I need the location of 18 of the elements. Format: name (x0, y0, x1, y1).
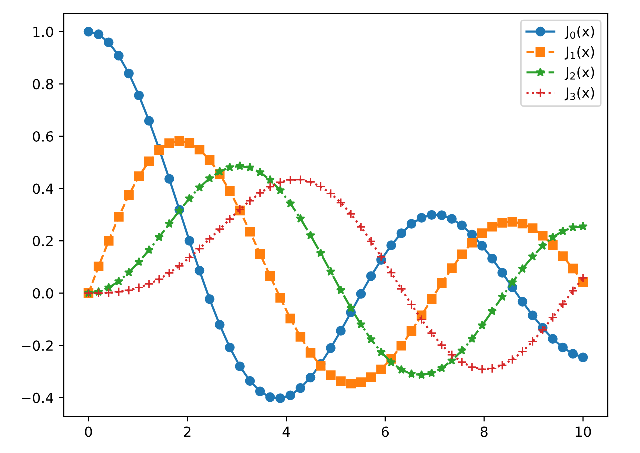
legend-label: J$_{1}$(x) (564, 46, 594, 60)
x-tick-label: 6 (382, 426, 389, 438)
y-tick-label: 0.4 (33, 184, 54, 194)
x-tick-label: 0 (85, 426, 92, 438)
y-tick-label: 0.6 (33, 131, 54, 142)
x-tick-label: 10 (576, 426, 592, 438)
y-tick-label: −0.4 (22, 392, 54, 404)
legend-label: J$_{0}$(x) (564, 26, 594, 40)
y-tick-label: 0.2 (33, 236, 53, 247)
y-tick-label: 0.0 (33, 288, 54, 299)
legend-label: J$_{2}$(x) (564, 66, 594, 80)
legend-label: J$_{3}$(x) (564, 87, 594, 101)
x-tick-label: 4 (282, 426, 290, 438)
y-tick-label: −0.2 (22, 340, 53, 352)
x-tick-label: 2 (184, 426, 191, 438)
y-tick-label: 0.8 (33, 79, 54, 90)
y-tick-label: 1.0 (34, 26, 54, 38)
x-tick-label: 8 (480, 426, 488, 438)
